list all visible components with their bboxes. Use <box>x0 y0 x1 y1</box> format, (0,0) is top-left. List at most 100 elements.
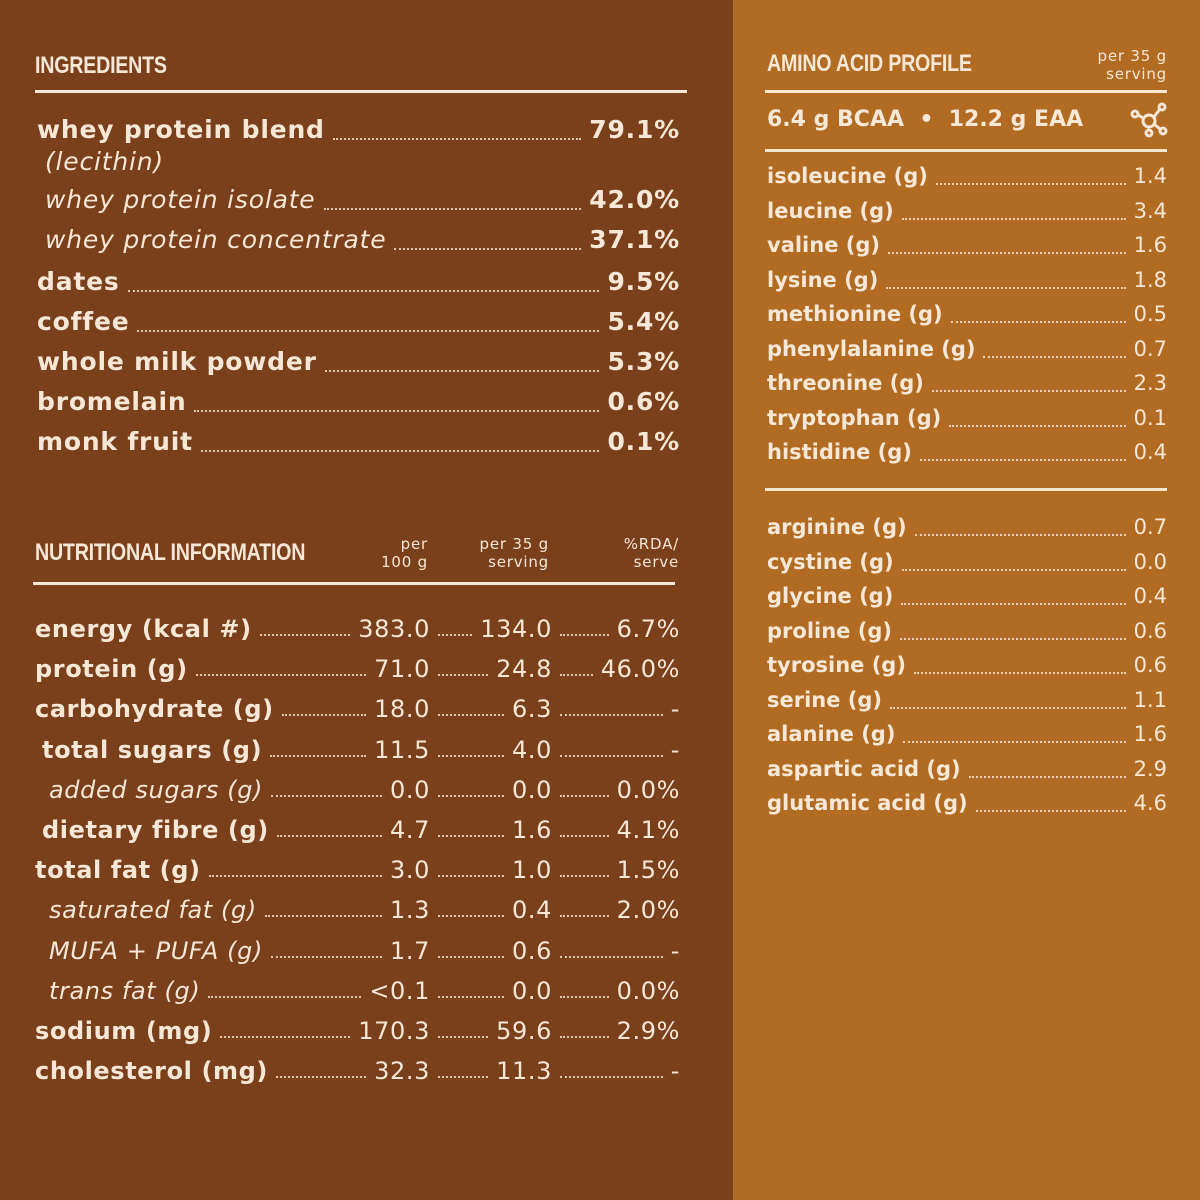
header-line: per <box>400 535 428 553</box>
amino-label: phenylalanine (g) <box>767 336 976 361</box>
ingredient-label: whey protein blend <box>37 114 325 144</box>
cell-serving: 1.6 <box>430 816 552 844</box>
nutrition-row: protein (g) 71.0 24.8 46.0% <box>35 651 680 687</box>
dotted-leader <box>394 248 582 250</box>
nutrient-label: MUFA + PUFA (g) <box>49 936 263 965</box>
amino-row: methionine (g) 0.5 <box>767 299 1167 329</box>
cell-serving: 0.0 <box>430 776 552 804</box>
serving-value: 11.3 <box>496 1057 552 1086</box>
dotted-leader <box>560 794 609 797</box>
dotted-leader <box>271 794 383 797</box>
dotted-leader <box>220 1036 351 1038</box>
rda-value: - <box>670 695 680 724</box>
ingredient-label: monk fruit <box>37 426 193 456</box>
nutrition-row: sodium (mg) 170.3 59.6 2.9% <box>35 1013 680 1049</box>
divider <box>765 488 1167 491</box>
amino-label: histidine (g) <box>767 440 912 464</box>
dotted-leader <box>332 138 582 140</box>
dotted-leader <box>560 674 593 677</box>
nutrition-row: carbohydrate (g) 18.0 6.3 - <box>35 691 680 727</box>
ingredient-value: 42.0% <box>589 184 680 214</box>
amino-row: isoleucine (g) 1.4 <box>767 161 1167 191</box>
cell-rda: - <box>552 937 680 965</box>
ingredient-row: whole milk powder 5.3% <box>37 343 680 379</box>
header-line: serving <box>1106 65 1167 83</box>
amino-title: AMINO ACID PROFILE <box>767 50 972 77</box>
amino-value: 1.6 <box>1133 722 1167 746</box>
amino-label: cystine (g) <box>767 549 894 574</box>
amino-label: aspartic acid (g) <box>767 756 961 781</box>
cell-label: cholesterol (mg) 32.3 <box>35 1057 430 1085</box>
dotted-leader <box>438 1036 489 1038</box>
dotted-leader <box>975 810 1126 812</box>
right-panel <box>733 0 1200 1200</box>
nutrition-row: energy (kcal #) 383.0 134.0 6.7% <box>35 611 680 647</box>
cell-label: dietary fibre (g) 4.7 <box>35 816 430 844</box>
amino-label: proline (g) <box>767 618 892 643</box>
amino-row: lysine (g) 1.8 <box>767 265 1167 295</box>
nutrition-row: dietary fibre (g) 4.7 1.6 4.1% <box>35 812 680 848</box>
divider <box>765 90 1167 93</box>
ingredient-value: 0.1% <box>607 426 680 456</box>
ingredient-value: 0.6% <box>607 386 680 416</box>
amino-value: 1.8 <box>1133 267 1167 292</box>
dotted-leader <box>259 634 351 636</box>
amino-value: 0.7 <box>1133 515 1167 539</box>
ingredient-value: 5.3% <box>607 346 680 376</box>
amino-label: leucine (g) <box>767 198 894 223</box>
cell-label: trans fat (g) <0.1 <box>35 977 430 1005</box>
rda-value: - <box>670 936 680 965</box>
per100-value: 32.3 <box>374 1057 430 1086</box>
dotted-leader <box>438 995 505 998</box>
amino-value: 3.4 <box>1133 198 1167 223</box>
rda-value: 46.0% <box>600 655 680 684</box>
amino-label: alanine (g) <box>767 722 896 746</box>
per100-value: 18.0 <box>374 695 430 724</box>
amino-row: glycine (g) 0.4 <box>767 581 1167 611</box>
dotted-leader <box>324 370 600 372</box>
amino-value: 4.6 <box>1133 791 1167 815</box>
dotted-leader <box>270 754 367 757</box>
rda-value: 2.9% <box>616 1017 680 1045</box>
divider <box>35 90 687 93</box>
dotted-leader <box>264 915 383 918</box>
serving-value: 0.0 <box>512 775 552 804</box>
cell-rda: 6.7% <box>552 615 680 643</box>
molecule-icon <box>1130 102 1168 138</box>
amino-row: arginine (g) 0.7 <box>767 512 1167 542</box>
col-serving-header: per 35 g serving <box>480 535 549 571</box>
amino-label: threonine (g) <box>767 371 924 395</box>
amino-value: 0.7 <box>1133 336 1167 361</box>
dotted-leader <box>560 915 609 918</box>
dotted-leader <box>438 714 505 717</box>
dotted-leader <box>560 995 609 998</box>
left-panel <box>0 0 733 1200</box>
amino-row: leucine (g) 3.4 <box>767 196 1167 226</box>
serving-value: 0.0 <box>512 976 552 1005</box>
divider <box>765 149 1167 152</box>
dotted-leader <box>137 330 600 332</box>
dotted-leader <box>560 714 663 717</box>
dotted-leader <box>919 459 1126 461</box>
nutrient-label: saturated fat (g) <box>49 896 257 925</box>
serving-value: 0.6 <box>512 936 552 965</box>
ingredient-value: 37.1% <box>589 224 680 254</box>
dotted-leader <box>886 286 1126 289</box>
dotted-leader <box>913 672 1126 674</box>
dotted-leader <box>935 183 1126 185</box>
ingredient-row: whey protein blend 79.1% <box>37 111 680 147</box>
per100-value: 1.7 <box>390 936 430 965</box>
cell-label: carbohydrate (g) 18.0 <box>35 695 430 723</box>
serving-value: 1.0 <box>512 856 552 885</box>
dotted-leader <box>438 915 505 918</box>
nutrition-row: MUFA + PUFA (g) 1.7 0.6 - <box>35 933 680 969</box>
header-line: per 35 g <box>1097 47 1167 65</box>
dotted-leader <box>195 674 367 677</box>
col-rda-header: %RDA/serve <box>624 535 679 571</box>
cell-rda: - <box>552 695 680 723</box>
serving-value: 59.6 <box>496 1017 552 1045</box>
amino-row: histidine (g) 0.4 <box>767 437 1167 467</box>
cell-label: saturated fat (g) 1.3 <box>35 896 430 924</box>
amino-label: tryptophan (g) <box>767 405 942 430</box>
nutrition-row: saturated fat (g) 1.3 0.4 2.0% <box>35 892 680 928</box>
